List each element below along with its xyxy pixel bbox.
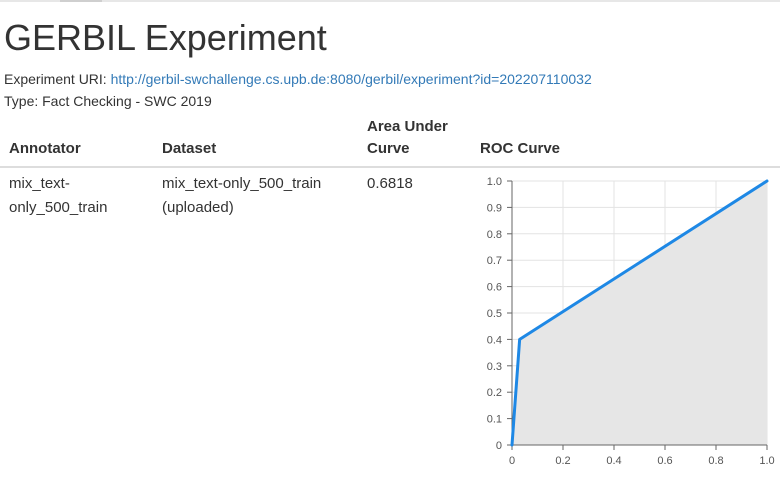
column-header-roc[interactable]: ROC Curve	[480, 140, 561, 157]
x-tick-label-1: 0.2	[555, 455, 570, 467]
y-tick-label-6: 0.6	[487, 282, 502, 294]
y-tick-label-5: 0.5	[487, 308, 502, 320]
y-tick-label-1: 0.1	[487, 414, 502, 426]
x-tick-label-3: 0.6	[657, 455, 672, 467]
cell-annotator-line2: only_500_train	[9, 199, 108, 216]
cell-dataset-line2: (uploaded)	[162, 199, 234, 216]
experiment-uri-link[interactable]: http://gerbil-swchallenge.cs.upb.de:8080…	[110, 71, 592, 87]
roc-area-fill	[512, 181, 767, 445]
experiment-type: Type: Fact Checking - SWC 2019	[4, 93, 212, 109]
x-tick-label-5: 1.0	[759, 455, 774, 467]
column-header-annotator[interactable]: Annotator	[9, 140, 81, 157]
y-tick-label-3: 0.3	[487, 361, 502, 373]
roc-chart: 0 0.1 0.2 0.3 0.4 0.5 0.6 0.7 0.8 0.9 1.0 0 0.2 0.4 0.…	[470, 170, 780, 470]
x-tick-label-2: 0.4	[606, 455, 621, 467]
roc-chart-svg: 0 0.1 0.2 0.3 0.4 0.5 0.6 0.7 0.8 0.9 1.0 0 0.2 0.4 0.…	[487, 176, 775, 467]
cell-dataset: mix_text-only_500_train (uploaded)	[162, 172, 352, 220]
column-header-auc[interactable]: Area Under Curve	[367, 116, 467, 160]
y-tick-label-10: 1.0	[487, 176, 502, 188]
table-header-divider	[0, 166, 780, 168]
navbar-tab-hint	[60, 0, 102, 2]
navbar-border	[0, 0, 780, 2]
x-tick-label-4: 0.8	[708, 455, 723, 467]
cell-annotator-line1: mix_text-	[9, 175, 70, 192]
column-header-auc-line1: Area Under	[367, 118, 448, 135]
page-title: GERBIL Experiment	[4, 17, 327, 58]
cell-dataset-line1: mix_text-only_500_train	[162, 175, 322, 192]
column-header-auc-line2: Curve	[367, 140, 410, 157]
roc-curve-line	[510, 179, 769, 447]
cell-auc: 0.6818	[367, 175, 413, 192]
cell-annotator: mix_text- only_500_train	[9, 172, 149, 220]
y-tick-label-9: 0.9	[487, 202, 502, 214]
y-tick-label-0: 0	[496, 440, 502, 452]
y-tick-label-8: 0.8	[487, 229, 502, 241]
y-tick-label-4: 0.4	[487, 334, 502, 346]
experiment-uri-line: Experiment URI: http://gerbil-swchalleng…	[4, 70, 592, 88]
column-header-dataset[interactable]: Dataset	[162, 140, 217, 157]
y-tick-label-7: 0.7	[487, 255, 502, 267]
y-tick-label-2: 0.2	[487, 387, 502, 399]
experiment-uri-label: Experiment URI:	[4, 71, 107, 87]
x-tick-label-0: 0	[509, 455, 515, 467]
